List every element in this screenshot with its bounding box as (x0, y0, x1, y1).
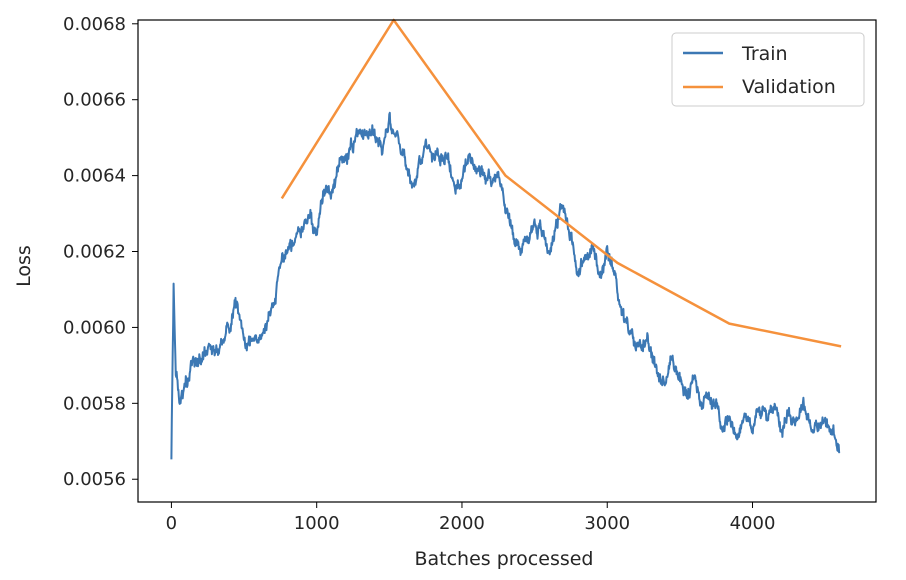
y-tick-label: 0.0060 (63, 317, 126, 338)
x-tick-label: 4000 (730, 513, 776, 534)
y-axis: 0.0056 0.0058 0.0060 0.0062 0.0064 0.0066 0.00… (63, 14, 138, 490)
legend-train-label: Train (741, 43, 788, 65)
plot-area (170, 18, 842, 460)
x-tick-label: 1000 (294, 513, 340, 534)
x-axis-label: Batches processed (414, 548, 593, 570)
y-tick-label: 0.0056 (63, 469, 126, 490)
y-tick-label: 0.0058 (63, 393, 126, 414)
x-axis: 0 1000 2000 3000 4000 (166, 502, 776, 534)
x-tick-label: 0 (166, 513, 177, 534)
x-tick-label: 3000 (584, 513, 630, 534)
series-validation-line (280, 18, 842, 348)
series-train-line (170, 111, 841, 460)
legend-validation-label: Validation (742, 76, 836, 98)
plot-frame (137, 19, 877, 503)
y-tick-label: 0.0066 (63, 90, 126, 111)
x-tick-label: 2000 (439, 513, 485, 534)
y-tick-label: 0.0064 (63, 166, 126, 187)
legend: Train Validation (671, 32, 865, 107)
y-tick-label: 0.0062 (63, 242, 126, 263)
y-axis-label: Loss (13, 245, 35, 287)
y-tick-label: 0.0068 (63, 14, 126, 35)
